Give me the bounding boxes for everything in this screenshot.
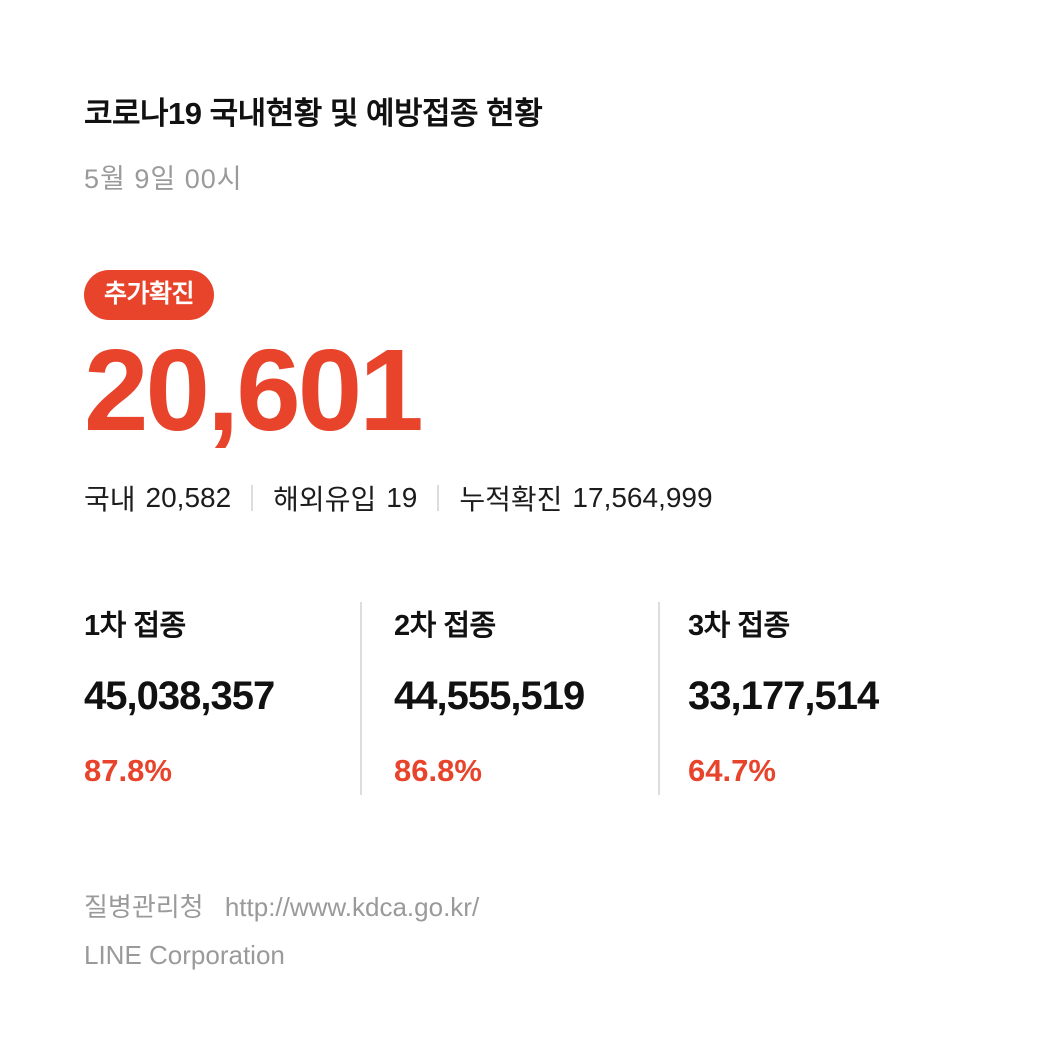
cumulative-cases: 누적확진 17,564,999	[459, 478, 712, 518]
cumulative-cases-label: 누적확진	[459, 483, 563, 515]
page-title: 코로나19 국내현황 및 예방접종 현황	[84, 96, 543, 131]
domestic-cases-value: 20,582	[145, 481, 232, 513]
new-cases-count: 20,601	[84, 325, 424, 455]
report-date: 5월 9일 00시	[84, 164, 243, 194]
divider	[360, 601, 362, 795]
dose1-label: 1차 접종	[84, 609, 186, 642]
divider	[658, 601, 660, 795]
imported-cases-value: 19	[386, 481, 418, 513]
dose3-label: 3차 접종	[688, 609, 790, 642]
dose1-percent: 87.8%	[84, 752, 172, 788]
new-cases-badge: 추가확진	[84, 270, 215, 320]
source-line: 질병관리청 http://www.kdca.go.kr/	[84, 883, 956, 931]
dose2-percent: 86.8%	[394, 752, 482, 788]
cases-breakdown: 국내 20,582 해외유입 19 누적확진 17,564,999	[84, 478, 956, 518]
vaccination-dose3-column: 3차 접종 33,177,514 64.7%	[660, 602, 936, 795]
divider	[251, 484, 254, 511]
dose3-count: 33,177,514	[688, 673, 879, 718]
domestic-cases-label: 국내	[84, 483, 136, 515]
imported-cases-label: 해외유입	[273, 483, 377, 515]
vaccination-dose2-column: 2차 접종 44,555,519 86.8%	[362, 602, 658, 795]
source-name: 질병관리청	[84, 891, 204, 922]
imported-cases: 해외유입 19	[273, 478, 417, 518]
cumulative-cases-value: 17,564,999	[572, 481, 713, 513]
vaccination-section: 1차 접종 45,038,357 87.8% 2차 접종 44,555,519 …	[84, 601, 956, 795]
dose3-percent: 64.7%	[688, 752, 776, 788]
source-url-link[interactable]: http://www.kdca.go.kr/	[224, 891, 480, 922]
dose2-label: 2차 접종	[394, 609, 496, 642]
dose1-count: 45,038,357	[84, 673, 275, 718]
footer: 질병관리청 http://www.kdca.go.kr/ LINE Corpor…	[84, 883, 956, 979]
vaccination-dose1-column: 1차 접종 45,038,357 87.8%	[84, 602, 360, 795]
divider	[437, 484, 440, 511]
domestic-cases: 국내 20,582	[84, 478, 231, 518]
copyright-line: LINE Corporation	[84, 939, 285, 970]
dose2-count: 44,555,519	[394, 673, 585, 718]
